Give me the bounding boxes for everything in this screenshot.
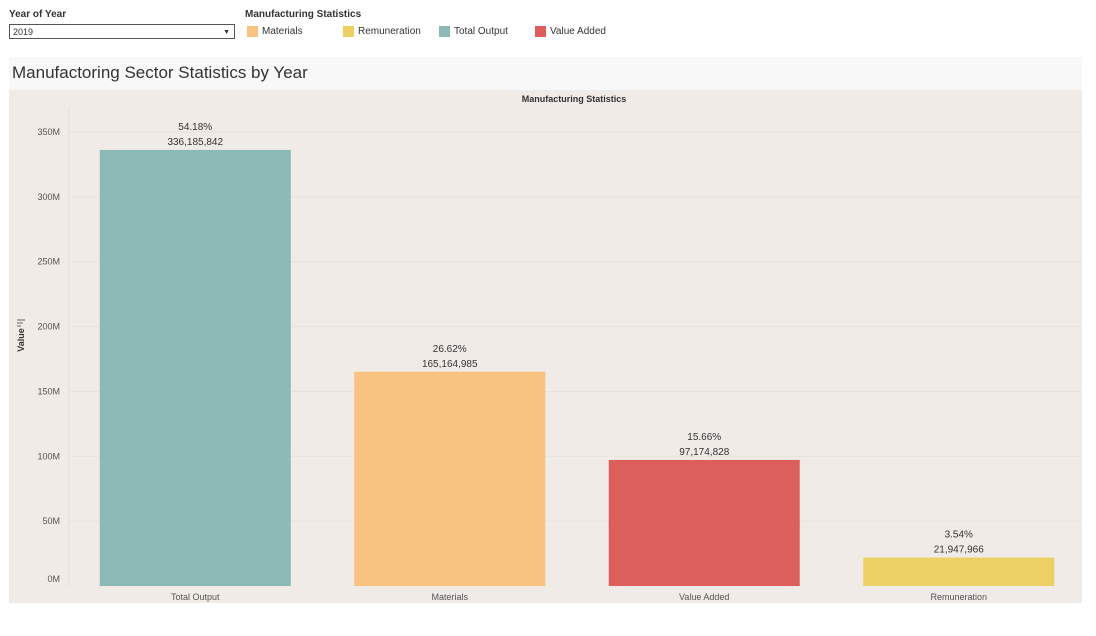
y-tick-label: 0M [47, 574, 60, 584]
x-tick-label: Total Output [171, 592, 220, 602]
y-tick-label: 350M [37, 127, 60, 137]
legend-item-materials[interactable]: Materials [247, 26, 303, 38]
chart-title: Manufacturing Statistics [522, 94, 627, 104]
bar-materials[interactable] [354, 371, 546, 586]
bar-remuneration[interactable] [863, 557, 1055, 586]
y-tick-label: 200M [37, 322, 60, 332]
value-label: 336,185,842 [167, 137, 223, 148]
bar-total-output[interactable] [99, 149, 291, 586]
legend-item-value-added[interactable]: Value Added [535, 26, 606, 38]
year-filter-label: Year of Year [9, 9, 67, 20]
legend-swatch-materials [247, 26, 258, 37]
legend-swatch-total-output [439, 26, 450, 37]
y-tick-label: 250M [37, 257, 60, 267]
chart-area: Manufacturing Statistics Value 0M 50M 100M… [9, 90, 1082, 603]
year-select[interactable]: 2019 ▼ [9, 24, 235, 39]
x-tick-label: Value Added [679, 592, 729, 602]
dashboard-title: Manufactoring Sector Statistics by Year [12, 63, 308, 82]
value-label: 21,947,966 [934, 545, 984, 556]
y-axis-label: Value [16, 328, 26, 352]
legend-item-remuneration[interactable]: Remuneration [343, 26, 421, 38]
legend-swatch-value-added [535, 26, 546, 37]
legend-label: Value Added [550, 26, 606, 37]
value-label: 97,174,828 [679, 447, 729, 458]
bar-value-added[interactable] [608, 459, 800, 586]
percent-label: 15.66% [687, 432, 721, 443]
x-tick-label: Materials [431, 592, 468, 602]
legend-label: Remuneration [358, 26, 421, 37]
legend-title: Manufacturing Statistics [245, 9, 362, 20]
percent-label: 54.18% [178, 122, 212, 133]
sort-icon[interactable] [17, 319, 25, 327]
y-tick-label: 50M [42, 516, 60, 526]
bar-chart: Manufacturing Statistics Value 0M 50M 100M… [16, 94, 1082, 602]
chevron-down-icon: ▼ [223, 29, 230, 36]
legend-label: Materials [262, 26, 303, 37]
year-select-value: 2019 [13, 27, 34, 37]
legend-label: Total Output [454, 26, 508, 37]
legend-swatch-remuneration [343, 26, 354, 37]
legend-item-total-output[interactable]: Total Output [439, 26, 508, 38]
percent-label: 3.54% [945, 530, 973, 541]
x-tick-label: Remuneration [930, 592, 987, 602]
percent-label: 26.62% [433, 344, 467, 355]
value-label: 165,164,985 [422, 359, 478, 370]
y-tick-label: 150M [37, 386, 60, 396]
y-tick-label: 100M [37, 451, 60, 461]
y-tick-label: 300M [37, 192, 60, 202]
dashboard-title-bar: Manufactoring Sector Statistics by Year [9, 57, 1082, 90]
y-axis-title: Value [16, 328, 26, 352]
